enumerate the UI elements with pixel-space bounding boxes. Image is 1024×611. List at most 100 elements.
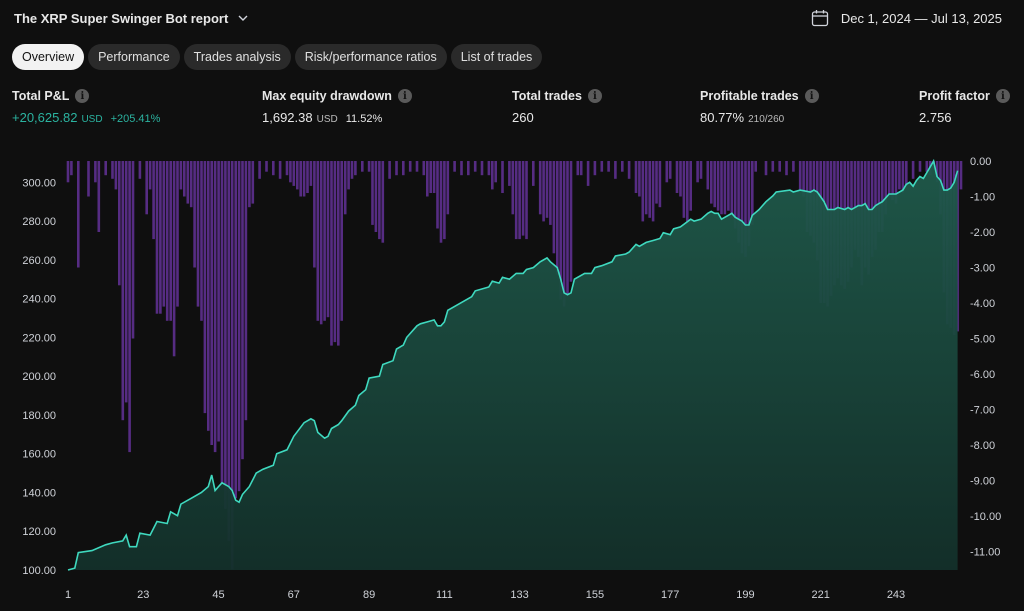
drawdown-bar — [316, 161, 320, 321]
summary-stats: Total P&L i +20,625.82 USD +205.41% Max … — [0, 88, 1024, 128]
stat-max-drawdown: Max equity drawdown i 1,692.38 USD 11.52… — [262, 88, 412, 125]
drawdown-bar — [155, 161, 159, 314]
y-right-tick-label: -2.00 — [970, 227, 995, 239]
y-right-tick-label: -10.00 — [970, 511, 1001, 523]
drawdown-bar — [313, 161, 316, 268]
stat-value: 2.756 — [919, 110, 952, 125]
drawdown-bar — [381, 161, 385, 243]
drawdown-bar — [710, 161, 713, 204]
info-icon[interactable]: i — [587, 89, 602, 103]
drawdown-bar — [138, 161, 142, 179]
drawdown-bar — [408, 161, 412, 172]
drawdown-bar — [675, 161, 679, 193]
y-left-tick-label: 100.00 — [22, 565, 56, 577]
drawdown-bar — [213, 161, 217, 453]
drawdown-bar — [887, 161, 891, 197]
stat-label: Total trades — [512, 89, 582, 103]
tab-trades-analysis[interactable]: Trades analysis — [183, 44, 291, 70]
tab-performance[interactable]: Performance — [88, 44, 180, 70]
drawdown-bar — [374, 161, 378, 232]
drawdown-bar — [518, 161, 521, 240]
drawdown-bar — [798, 161, 802, 190]
stat-value: +20,625.82 — [12, 110, 78, 125]
drawdown-bar — [716, 161, 720, 211]
drawdown-bar — [562, 161, 566, 307]
drawdown-bar — [292, 161, 296, 186]
date-range-picker[interactable]: Dec 1, 2024 — Jul 13, 2025 — [811, 8, 1002, 28]
y-right-tick-label: -7.00 — [970, 405, 995, 417]
y-axis-left: 100.00 120.00 140.00 160.00 180.00 200.00 220.… — [22, 177, 56, 577]
stat-value: 80.77% — [700, 110, 745, 125]
drawdown-bar — [911, 161, 915, 179]
drawdown-bar — [682, 161, 686, 218]
drawdown-bar — [432, 161, 436, 193]
drawdown-bar — [579, 161, 583, 176]
drawdown-bar — [713, 161, 716, 208]
chevron-down-icon[interactable] — [236, 11, 250, 25]
y-right-tick-label: 0.00 — [970, 156, 991, 168]
drawdown-bar — [443, 161, 446, 240]
stat-label: Profit factor — [919, 89, 990, 103]
drawdown-bar — [415, 161, 419, 172]
report-title-bar[interactable]: The XRP Super Swinger Bot report — [14, 8, 250, 28]
x-tick-label: 177 — [661, 589, 679, 601]
drawdown-bar — [296, 161, 299, 190]
drawdown-bar — [634, 161, 638, 193]
drawdown-bar — [217, 161, 220, 442]
drawdown-bar — [898, 161, 901, 190]
drawdown-bar — [802, 161, 805, 197]
drawdown-bar — [689, 161, 692, 211]
drawdown-bar — [641, 161, 645, 222]
drawdown-bar — [733, 161, 737, 229]
info-icon[interactable]: i — [804, 89, 819, 103]
stat-percent: +205.41% — [110, 113, 161, 125]
drawdown-bar — [121, 161, 125, 421]
drawdown-bar — [884, 161, 887, 215]
equity-drawdown-chart[interactable]: 100.00 120.00 140.00 160.00 180.00 200.00 220.… — [0, 150, 1024, 611]
drawdown-bar — [354, 161, 357, 176]
drawdown-bar — [323, 161, 326, 321]
drawdown-bar — [220, 161, 224, 485]
y-left-tick-label: 180.00 — [22, 410, 56, 422]
drawdown-bar — [508, 161, 511, 186]
drawdown-bar — [658, 161, 662, 208]
drawdown-bar — [723, 161, 727, 215]
drawdown-bar — [747, 161, 751, 247]
stat-profitable-trades: Profitable trades i 80.77% 210/260 — [700, 88, 819, 125]
drawdown-bar — [644, 161, 648, 215]
drawdown-bar — [378, 161, 381, 240]
drawdown-bar — [183, 161, 186, 197]
drawdown-bar — [905, 161, 908, 186]
drawdown-bar — [172, 161, 176, 357]
tab-overview[interactable]: Overview — [12, 44, 85, 70]
tab-list-of-trades[interactable]: List of trades — [450, 44, 543, 70]
drawdown-bar — [686, 161, 689, 222]
drawdown-bar — [699, 161, 703, 179]
report-tabs: Overview Performance Trades analysis Ris… — [12, 44, 543, 70]
drawdown-bar — [189, 161, 193, 208]
stat-label: Total P&L — [12, 89, 70, 103]
drawdown-bar — [124, 161, 128, 403]
drawdown-bar — [901, 161, 905, 193]
drawdown-bar — [361, 161, 364, 172]
drawdown-bar — [521, 161, 525, 236]
drawdown-bar — [473, 161, 477, 172]
drawdown-bar — [460, 161, 463, 176]
drawdown-bar — [169, 161, 172, 321]
drawdown-bar — [148, 161, 152, 190]
drawdown-bar — [87, 161, 90, 197]
drawdown-bar — [97, 161, 101, 232]
info-icon[interactable]: i — [75, 89, 90, 103]
drawdown-bar — [203, 161, 207, 414]
drawdown-bar — [330, 161, 333, 346]
drawdown-bar — [881, 161, 884, 232]
stat-ratio: 210/260 — [748, 114, 785, 125]
info-icon[interactable]: i — [995, 89, 1010, 103]
tab-risk-performance-ratios[interactable]: Risk/performance ratios — [294, 44, 447, 70]
x-tick-label: 199 — [736, 589, 754, 601]
drawdown-bar — [159, 161, 162, 314]
drawdown-bar — [251, 161, 255, 204]
info-icon[interactable]: i — [397, 89, 412, 103]
stat-unit: USD — [81, 114, 103, 125]
drawdown-bar — [679, 161, 682, 197]
